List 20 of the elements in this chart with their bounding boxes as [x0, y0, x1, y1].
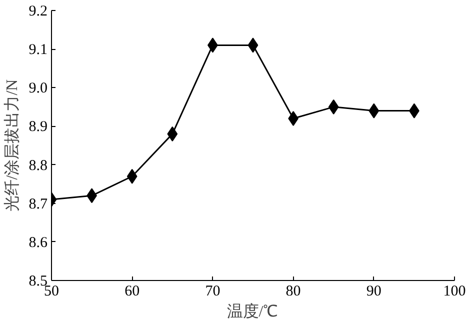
y-tick-label: 9.0 — [28, 80, 48, 97]
point — [288, 111, 298, 126]
x-tick-label: 90 — [366, 284, 382, 300]
x-tick-label: 100 — [443, 284, 466, 300]
y-tick-label: 9.1 — [28, 42, 48, 58]
y-tick-label: 8.9 — [28, 119, 48, 136]
y-axis-title: 光纤/涂层拔出力/N — [2, 78, 21, 212]
x-tick-label: 80 — [286, 284, 301, 300]
y-tick-label: 8.6 — [28, 234, 48, 251]
x-tick-label: 70 — [205, 284, 220, 300]
y-tick-label: 9.2 — [28, 4, 48, 20]
x-tick-label: 60 — [124, 284, 140, 300]
x-axis-title: 温度/℃ — [226, 302, 278, 320]
point — [368, 103, 380, 118]
y-tick-label: 8.8 — [28, 158, 48, 174]
point — [248, 38, 258, 53]
y-tick-label: 8.7 — [28, 196, 48, 212]
point — [328, 99, 339, 114]
point — [126, 168, 138, 184]
point — [167, 126, 178, 142]
